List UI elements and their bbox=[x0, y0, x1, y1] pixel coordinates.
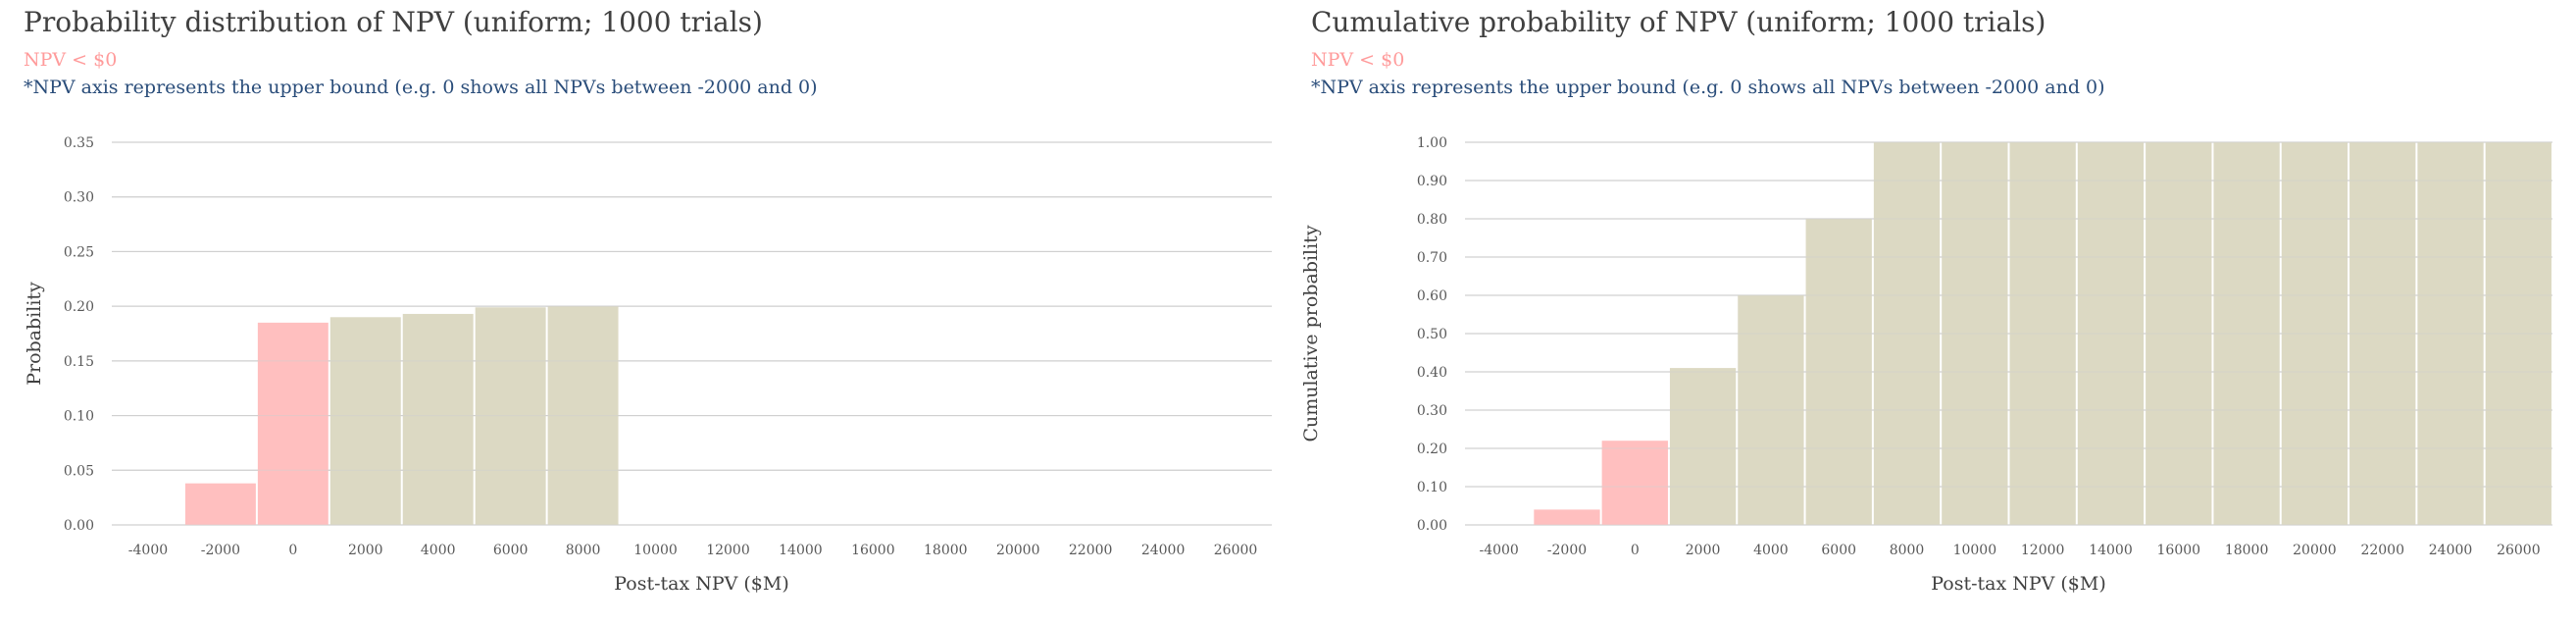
x-tick-label: 8000 bbox=[1890, 543, 1925, 558]
x-tick-label: 10000 bbox=[1953, 543, 1997, 558]
x-tick-label: 2000 bbox=[1686, 543, 1721, 558]
x-tick-label: 0 bbox=[1631, 543, 1640, 558]
x-tick-label: 22000 bbox=[2360, 543, 2404, 558]
y-tick-label: 0.25 bbox=[64, 244, 94, 260]
negative-npv-legend: NPV < $0 bbox=[1311, 49, 1405, 71]
bar-0 bbox=[257, 322, 328, 525]
bar-4000 bbox=[402, 313, 474, 525]
x-tick-label: 6000 bbox=[1821, 543, 1856, 558]
x-tick-label: 14000 bbox=[779, 543, 823, 558]
x-tick-label: 22000 bbox=[1069, 543, 1113, 558]
bar--2000 bbox=[184, 483, 256, 525]
chart-title: Cumulative probability of NPV (uniform; … bbox=[1311, 6, 2046, 38]
cumulative-probability-chart: 0.00 0.10 0.20 0.30 0.40 0.50 0.60 0.70 0.80 0.90… bbox=[1300, 135, 2552, 595]
x-tick-label: -4000 bbox=[1479, 543, 1518, 558]
y-tick-label: 0.40 bbox=[1417, 365, 1447, 381]
x-tick-label: 24000 bbox=[2429, 543, 2473, 558]
bar-0 bbox=[1601, 441, 1668, 525]
x-tick-label: -2000 bbox=[1547, 543, 1587, 558]
x-axis-label: Post-tax NPV ($M) bbox=[1931, 573, 2106, 595]
cumulative-probability-panel: Cumulative probability of NPV (uniform; … bbox=[1288, 0, 2576, 624]
y-tick-label: 0.30 bbox=[64, 190, 94, 206]
y-tick-label: 0.00 bbox=[1417, 518, 1447, 534]
x-tick-label: 18000 bbox=[924, 543, 968, 558]
y-tick-label: 0.60 bbox=[1417, 288, 1447, 304]
x-tick-label: 2000 bbox=[348, 543, 383, 558]
x-tick-label: -4000 bbox=[128, 543, 168, 558]
probability-distribution-panel: Probability distribution of NPV (uniform… bbox=[24, 6, 1272, 595]
y-tick-label: 0.10 bbox=[1417, 480, 1447, 495]
bar--2000 bbox=[1534, 509, 1600, 525]
y-tick-label: 0.50 bbox=[1417, 327, 1447, 342]
bar-6000 bbox=[475, 307, 546, 525]
x-tick-label: 14000 bbox=[2089, 543, 2133, 558]
y-tick-label: 0.20 bbox=[1417, 442, 1447, 457]
x-tick-label: 24000 bbox=[1141, 543, 1186, 558]
axis-note: *NPV axis represents the upper bound (e.… bbox=[1311, 77, 2105, 98]
y-axis-label: Probability bbox=[24, 282, 45, 386]
x-tick-label: 8000 bbox=[566, 543, 601, 558]
x-tick-label: 12000 bbox=[706, 543, 750, 558]
x-tick-label: 20000 bbox=[996, 543, 1040, 558]
y-axis-label: Cumulative probability bbox=[1300, 225, 1322, 442]
bar-2000 bbox=[1669, 368, 1737, 525]
y-tick-label: 0.70 bbox=[1417, 250, 1447, 266]
x-tick-label: 26000 bbox=[2497, 543, 2541, 558]
x-tick-label: 0 bbox=[288, 543, 297, 558]
probability-distribution-chart: 0.00 0.05 0.10 0.15 0.20 0.25 0.30 0.35 -4000 -20… bbox=[24, 135, 1272, 595]
x-tick-label: 6000 bbox=[493, 543, 529, 558]
x-tick-label: 4000 bbox=[1753, 543, 1789, 558]
x-tick-label: 20000 bbox=[2293, 543, 2337, 558]
x-tick-label: 4000 bbox=[421, 543, 456, 558]
y-tick-label: 0.30 bbox=[1417, 403, 1447, 419]
x-tick-label: 10000 bbox=[633, 543, 678, 558]
bar-2000 bbox=[329, 317, 401, 525]
x-tick-label: -2000 bbox=[201, 543, 240, 558]
x-tick-label: 26000 bbox=[1214, 543, 1258, 558]
y-tick-label: 0.05 bbox=[64, 463, 94, 479]
negative-npv-legend: NPV < $0 bbox=[24, 49, 118, 71]
x-axis-label: Post-tax NPV ($M) bbox=[614, 573, 789, 595]
y-tick-label: 1.00 bbox=[1417, 135, 1447, 151]
x-tick-label: 18000 bbox=[2225, 543, 2269, 558]
y-tick-label: 0.20 bbox=[64, 299, 94, 315]
y-tick-label: 0.80 bbox=[1417, 212, 1447, 228]
x-tick-label: 16000 bbox=[2157, 543, 2201, 558]
axis-note: *NPV axis represents the upper bound (e.… bbox=[24, 77, 818, 98]
y-tick-label: 0.10 bbox=[64, 409, 94, 425]
y-tick-label: 0.35 bbox=[64, 135, 94, 151]
chart-title: Probability distribution of NPV (uniform… bbox=[24, 6, 763, 38]
y-tick-label: 0.15 bbox=[64, 354, 94, 370]
y-tick-label: 0.90 bbox=[1417, 174, 1447, 189]
y-tick-label: 0.00 bbox=[64, 518, 94, 534]
x-tick-label: 12000 bbox=[2021, 543, 2065, 558]
x-tick-label: 16000 bbox=[851, 543, 895, 558]
